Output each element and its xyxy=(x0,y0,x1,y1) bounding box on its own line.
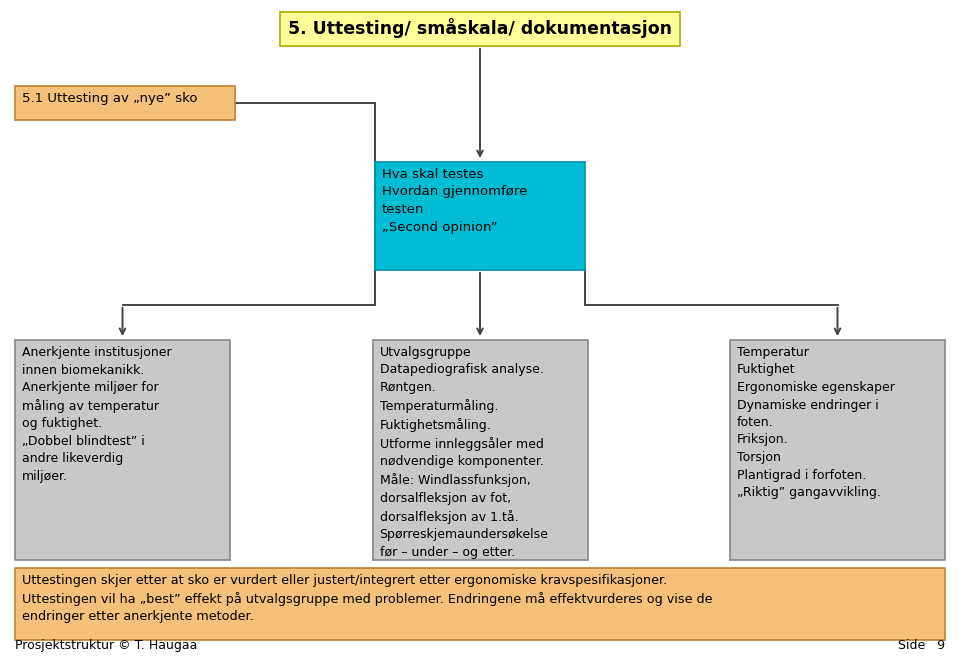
Text: Side   9: Side 9 xyxy=(898,639,945,652)
FancyBboxPatch shape xyxy=(15,86,235,120)
Text: Prosjektstruktur © T. Haugaa: Prosjektstruktur © T. Haugaa xyxy=(15,639,198,652)
FancyBboxPatch shape xyxy=(15,568,945,640)
FancyBboxPatch shape xyxy=(375,162,585,270)
Text: 5. Uttesting/ småskala/ dokumentasjon: 5. Uttesting/ småskala/ dokumentasjon xyxy=(288,18,672,38)
Text: Uttestingen skjer etter at sko er vurdert eller justert/integrert etter ergonomi: Uttestingen skjer etter at sko er vurder… xyxy=(22,574,712,623)
Text: Temperatur
Fuktighet
Ergonomiske egenskaper
Dynamiske endringer i
foten.
Friksjo: Temperatur Fuktighet Ergonomiske egenska… xyxy=(737,346,895,499)
Text: Utvalgsgruppe
Datapediografisk analyse.
Røntgen.
Temperaturmåling.
Fuktighetsmål: Utvalgsgruppe Datapediografisk analyse. … xyxy=(379,346,548,558)
Text: 5.1 Uttesting av „nye” sko: 5.1 Uttesting av „nye” sko xyxy=(22,92,198,105)
FancyBboxPatch shape xyxy=(15,340,230,560)
Text: Hva skal testes
Hvordan gjennomføre
testen
„Second opinion”: Hva skal testes Hvordan gjennomføre test… xyxy=(382,168,527,234)
Text: Anerkjente institusjoner
innen biomekanikk.
Anerkjente miljøer for
måling av tem: Anerkjente institusjoner innen biomekani… xyxy=(22,346,172,483)
FancyBboxPatch shape xyxy=(372,340,588,560)
FancyBboxPatch shape xyxy=(280,12,680,46)
FancyBboxPatch shape xyxy=(730,340,945,560)
